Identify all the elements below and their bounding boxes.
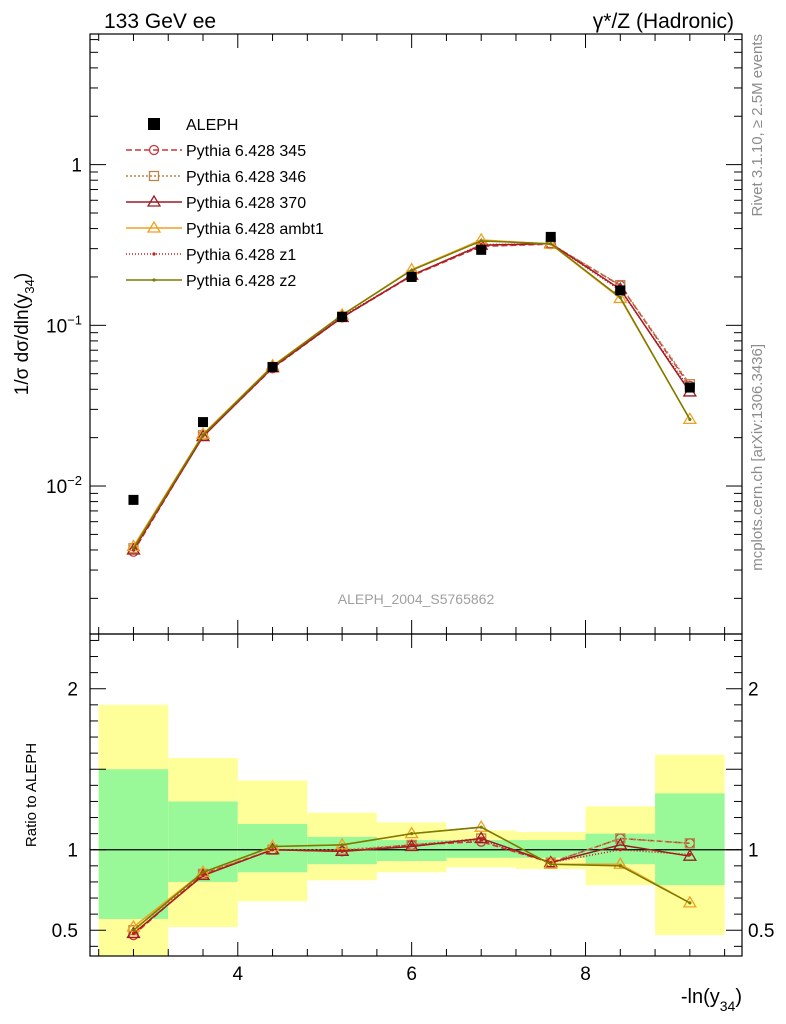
data-point-aleph (684, 382, 695, 393)
legend-marker-aleph (148, 118, 160, 130)
legend-marker-series-pythia-6-428-z2 (152, 278, 156, 282)
series-pythia-6-428-z2-point (201, 433, 205, 437)
legend-marker-series-pythia-6-428-z1 (152, 252, 156, 256)
series-pythia-6-428-z1-ratio-point (618, 848, 622, 852)
series-pythia-6-428-ambt1-point (613, 291, 628, 304)
ratio-y-tick-label-right: 0.5 (748, 921, 774, 942)
ratio-y-tick-label-left: 0.5 (52, 921, 78, 942)
series-pythia-6-428-z1-ratio-point (688, 852, 692, 857)
series-pythia-6-428-370-ratio-point (474, 831, 489, 844)
series-pythia-6-428-346-ratio-point (684, 838, 695, 849)
uncertainty-band-green (237, 823, 308, 873)
mcplots-label: mcplots.cern.ch [arXiv:1306.3436] (749, 344, 766, 571)
data-point-aleph (267, 362, 278, 373)
series-pythia-6-428-z2-point (618, 295, 622, 300)
series-pythia-6-428-370-ratio-point (126, 926, 141, 939)
series-pythia-6-428-ambt1-point (195, 426, 211, 439)
series-pythia-6-428-346-ratio-point (615, 833, 626, 844)
ratio-y-tick-label-right: 2 (748, 680, 759, 701)
series-pythia-6-428-z1-ratio-point (270, 848, 275, 852)
analysis-id: ALEPH_2004_S5765862 (338, 591, 495, 607)
series-pythia-6-428-z2-point (479, 239, 483, 243)
series-pythia-6-428-z2-ratio-point (618, 864, 622, 868)
series-pythia-6-428-z2-ratio-point (479, 825, 483, 829)
series-pythia-6-428-z2-ratio-point (270, 844, 275, 849)
series-pythia-6-428-z1-ratio-point (340, 849, 344, 853)
y-axis-label: 1/σ dσ/dln(y34) (12, 273, 37, 395)
series-pythia-6-428-370-ratio-line (132, 837, 690, 935)
data-point-aleph (337, 311, 348, 322)
ratio-y-tick-label-left: 1 (67, 841, 78, 862)
legend-marker-series-pythia-6-428-370 (146, 194, 162, 207)
y-tick-label: 1 (71, 156, 82, 177)
series-pythia-6-428-370-ratio-point (682, 848, 697, 861)
legend: ALEPH Pythia 6.428 345 Pythia 6.428 346 Pyt… (126, 117, 324, 290)
ratio-y-axis-label: Ratio to ALEPH (23, 743, 40, 847)
ratio-y-tick-label-right: 1 (748, 841, 759, 862)
data-point-aleph (198, 417, 209, 428)
series-pythia-6-428-370-ratio-point (265, 842, 280, 855)
legend-label-series-pythia-6-428-346: Pythia 6.428 346 (186, 169, 306, 186)
series-pythia-6-428-370-point (126, 542, 141, 555)
right-title: γ*/Z (Hadronic) (593, 10, 734, 33)
legend-marker-series-pythia-6-428-345 (148, 144, 160, 156)
series-pythia-6-428-z2-point (410, 268, 414, 272)
ratio-plot: 4 6 8 0.5 0.5 1 1 2 2 Ratio to ALEPH -ln(y34) (23, 633, 774, 1014)
series-pythia-6-428-370-ratio-point (404, 839, 419, 852)
series-pythia-6-428-z2-ratio-point (549, 862, 553, 866)
series-pythia-6-428-z2-ratio-point (340, 843, 344, 847)
series-pythia-6-428-z2-ratio-point (201, 870, 205, 874)
series-pythia-6-428-345-ratio-line (132, 837, 690, 936)
series-pythia-6-428-z2-ratio-point (688, 901, 692, 905)
data-point-aleph (615, 285, 626, 296)
series-pythia-6-428-z1-ratio-point (479, 838, 483, 842)
data-point-aleph (476, 244, 487, 255)
legend-label-series-pythia-6-428-370: Pythia 6.428 370 (186, 195, 306, 212)
y-tick-label: 10−1 (46, 312, 82, 337)
uncertainty-band-green (98, 769, 169, 919)
legend-label-series-pythia-6-428-z1: Pythia 6.428 z1 (186, 247, 296, 264)
series-pythia-6-428-z1-ratio-point (410, 843, 414, 847)
uncertainty-band-green (515, 840, 586, 858)
series-pythia-6-428-z2-point (688, 417, 692, 421)
series-pythia-6-428-370-point (195, 429, 211, 442)
rivet-label: Rivet 3.1.10, ≥ 2.5M events (749, 34, 766, 217)
x-axis-label: -ln(y34) (681, 986, 742, 1014)
series-pythia-6-428-z2-point (549, 242, 553, 246)
series-pythia-6-428-z2-ratio-point (410, 832, 414, 836)
series-pythia-6-428-z2-ratio-point (131, 928, 136, 932)
series-pythia-6-428-z2-point (131, 546, 136, 550)
legend-label-aleph: ALEPH (186, 117, 238, 134)
legend-label-series-pythia-6-428-345: Pythia 6.428 345 (186, 143, 306, 160)
x-tick-label: 8 (580, 964, 591, 985)
data-point-aleph (545, 231, 556, 242)
series-pythia-6-428-ambt1-ratio-point (613, 856, 628, 869)
series-pythia-6-428-ambt1-ratio-point (474, 819, 489, 832)
main-plot: 1 10−1 10−2 1/σ dσ/dln(y34) ALEPH Pythia 6.42… (12, 33, 743, 648)
left-title: 133 GeV ee (104, 10, 216, 33)
y-tick-label: 10−2 (46, 473, 82, 498)
legend-marker-series-pythia-6-428-346 (148, 170, 160, 182)
x-tick-label: 6 (406, 964, 417, 985)
data-point-aleph (128, 494, 139, 505)
ratio-y-tick-label-left: 2 (67, 680, 78, 701)
series-pythia-6-428-345-line (132, 243, 691, 553)
series-pythia-6-428-z1-ratio-point (201, 873, 205, 878)
x-tick-label: 4 (232, 964, 243, 985)
legend-label-series-pythia-6-428-z2: Pythia 6.428 z2 (186, 273, 296, 290)
legend-label-series-pythia-6-428-ambt1: Pythia 6.428 ambt1 (186, 221, 324, 238)
series-pythia-6-428-z1-ratio-point (131, 931, 136, 936)
data-point-aleph (406, 271, 417, 282)
ratio-plot-frame (89, 633, 743, 957)
series-pythia-6-428-ambt1-point (682, 412, 697, 424)
legend-marker-series-pythia-6-428-ambt1 (146, 220, 162, 233)
